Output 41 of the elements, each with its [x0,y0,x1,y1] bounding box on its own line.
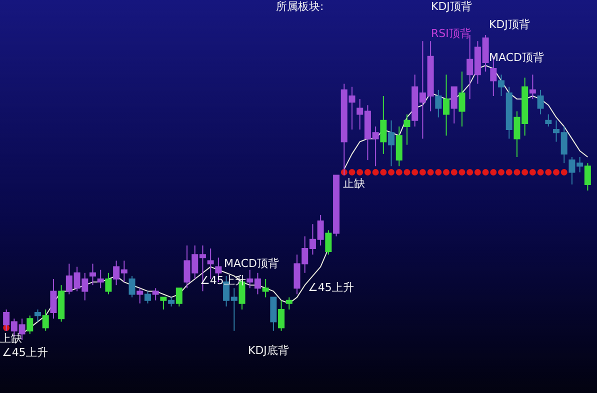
annotation: MACD顶背 [489,51,544,64]
text: 所属板块: [276,0,324,13]
candlestick [97,269,104,289]
candlestick [26,315,34,334]
candlestick [136,288,144,304]
candlestick [144,290,151,304]
candlestick [42,309,49,332]
candlestick [450,86,458,124]
candlestick [34,309,41,322]
candlestick [458,71,466,127]
annotation: 止缺 [343,177,365,190]
candlestick [584,162,591,192]
text: KDJ顶背 [489,18,530,31]
text: ∠45上升 [2,346,48,359]
candlestick [176,288,182,307]
candlestick [537,89,544,115]
candlestick [498,74,505,96]
annotation: ∠45上升 [308,281,354,294]
candlestick [286,296,292,310]
candlestick [89,263,96,286]
candlestick [435,89,442,118]
candlestick [50,278,57,320]
candlestick [128,275,136,298]
candlestick [388,120,395,167]
candlestick [168,296,175,307]
candlestick [380,96,387,154]
candlestick [105,272,112,295]
text: KDJ顶背 [431,0,472,13]
annotation: 上缺 [0,332,22,345]
text: KDJ底背 [248,344,289,357]
candlestick [404,114,410,146]
candlestick [325,230,332,256]
candlestick [152,288,159,301]
annotation: RSI顶背 [431,27,471,40]
annotation: MACD顶背 [224,257,279,270]
candlestick [262,278,269,298]
candlestick [443,74,450,136]
candlestick [529,74,536,100]
candlestick [278,300,285,332]
candlestick [545,114,552,127]
candlestick [160,296,167,310]
